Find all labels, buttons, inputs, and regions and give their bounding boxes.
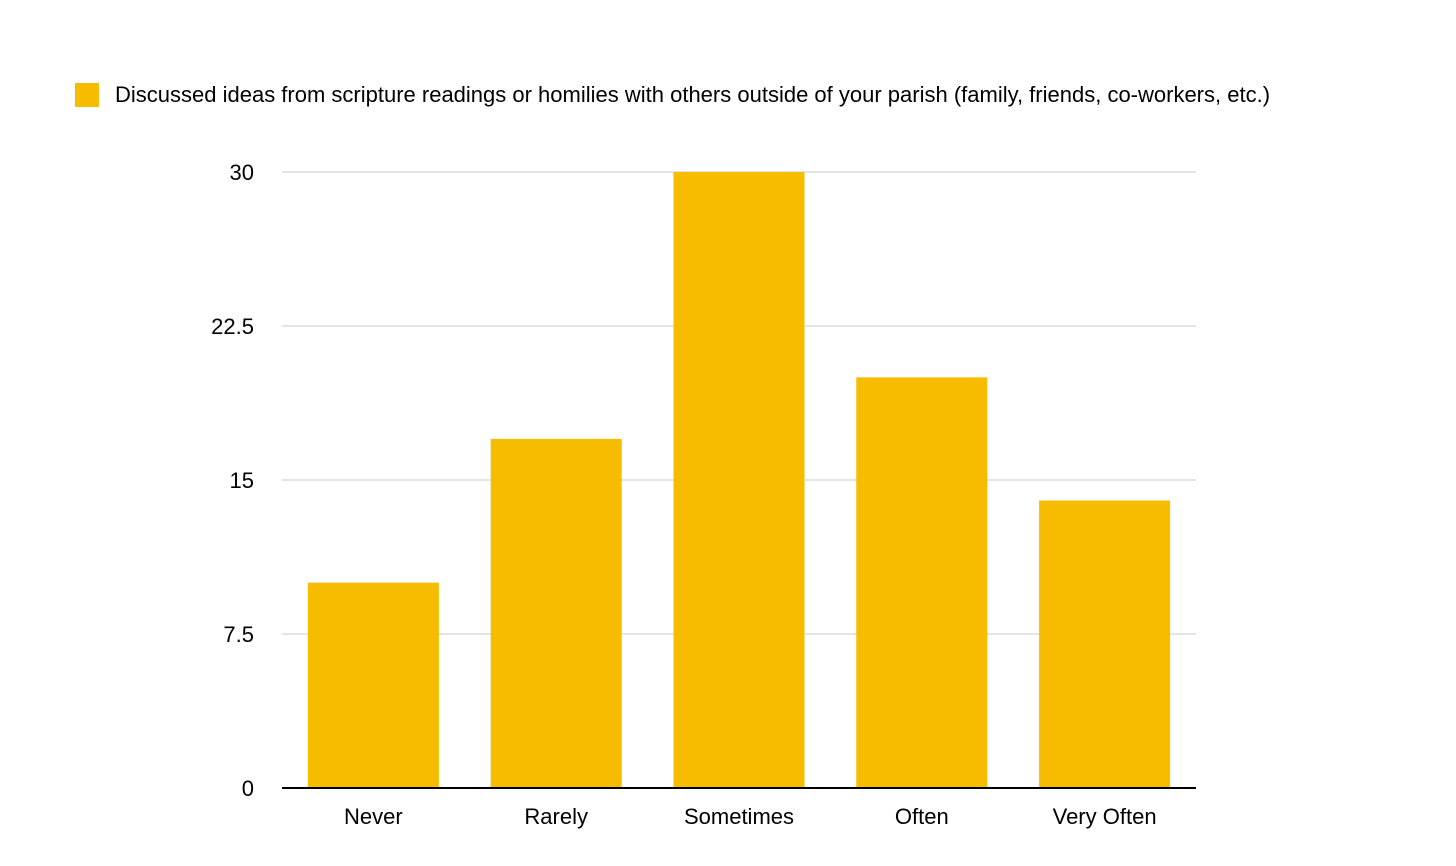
bar-very-often <box>1039 500 1171 788</box>
bar-never <box>307 582 439 788</box>
x-tick-label: Often <box>895 804 949 829</box>
legend: Discussed ideas from scripture readings … <box>75 82 1270 108</box>
y-tick-label: 15 <box>230 468 254 493</box>
y-tick-label: 30 <box>230 160 254 185</box>
x-tick-label: Never <box>344 804 403 829</box>
bar-sometimes <box>673 172 805 788</box>
x-tick-label: Rarely <box>524 804 588 829</box>
y-tick-labels: 0 7.5 15 22.5 30 <box>211 160 254 801</box>
y-tick-label: 0 <box>242 776 254 801</box>
bars <box>307 172 1171 788</box>
x-tick-label: Very Often <box>1053 804 1157 829</box>
legend-swatch <box>75 83 99 107</box>
x-tick-label: Sometimes <box>684 804 794 829</box>
legend-label: Discussed ideas from scripture readings … <box>115 82 1271 107</box>
bar-rarely <box>490 438 622 788</box>
y-tick-label: 22.5 <box>211 314 254 339</box>
x-tick-labels: Never Rarely Sometimes Often Very Often <box>344 804 1157 829</box>
y-tick-label: 7.5 <box>223 622 254 647</box>
bar-often <box>856 377 988 788</box>
